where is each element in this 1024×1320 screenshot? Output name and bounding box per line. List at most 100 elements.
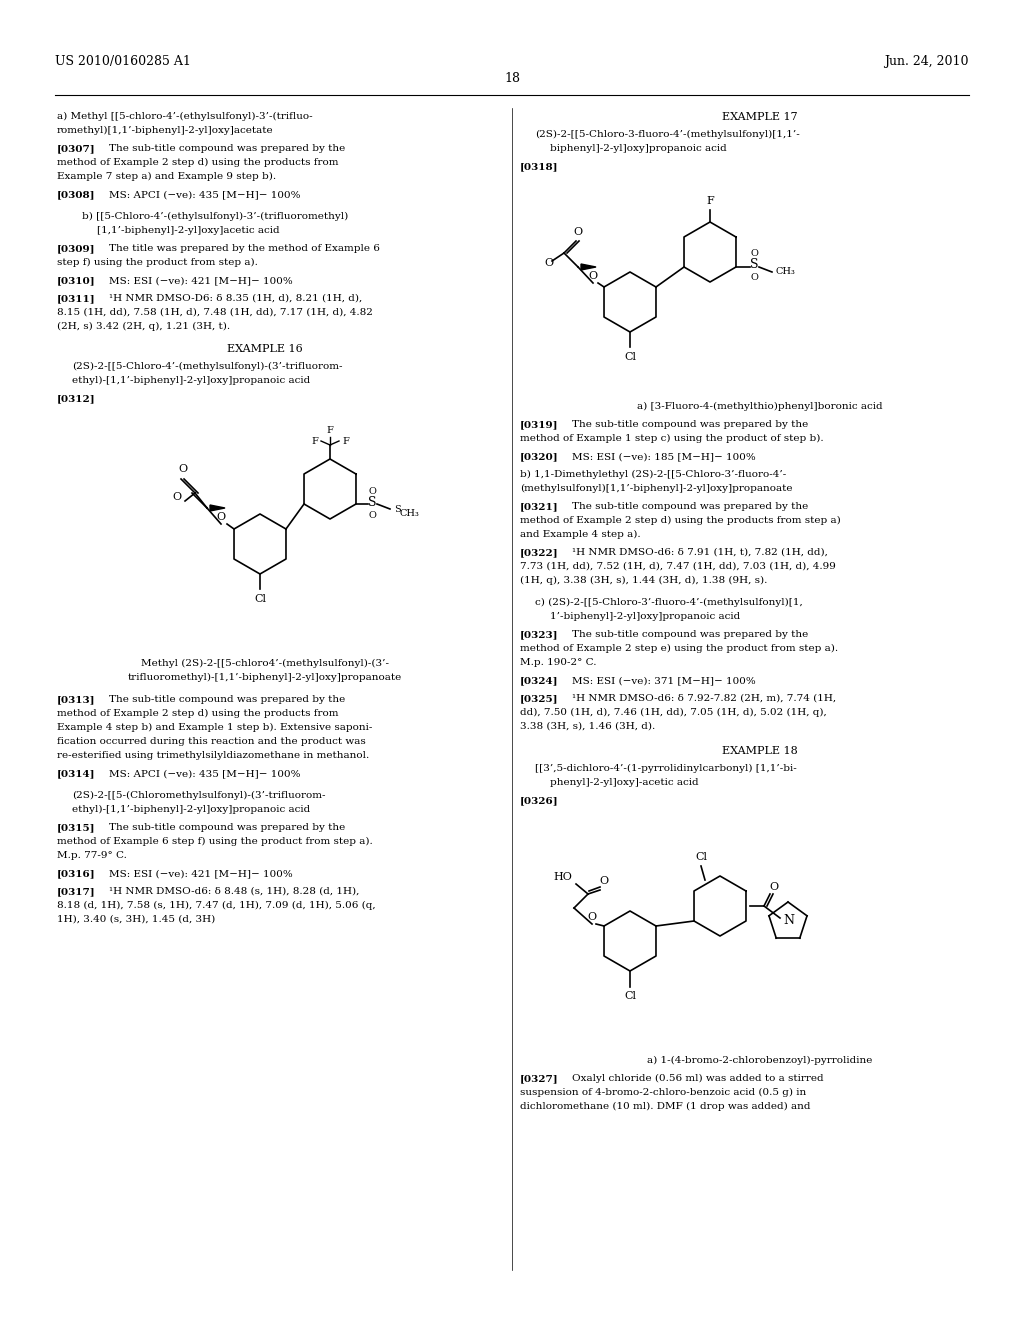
Text: The sub-title compound was prepared by the: The sub-title compound was prepared by t… (109, 696, 345, 704)
Text: ¹H NMR DMSO-d6: δ 7.91 (1H, t), 7.82 (1H, dd),: ¹H NMR DMSO-d6: δ 7.91 (1H, t), 7.82 (1H… (572, 548, 827, 557)
Text: EXAMPLE 16: EXAMPLE 16 (227, 345, 303, 354)
Text: method of Example 2 step d) using the products from: method of Example 2 step d) using the pr… (57, 158, 339, 168)
Text: [0318]: [0318] (520, 162, 558, 172)
Text: O: O (588, 912, 597, 921)
Text: O: O (172, 492, 181, 502)
Text: MS: ESI (−ve): 421 [M−H]− 100%: MS: ESI (−ve): 421 [M−H]− 100% (109, 276, 293, 285)
Text: and Example 4 step a).: and Example 4 step a). (520, 531, 641, 539)
Text: (methylsulfonyl)[1,1’-biphenyl]-2-yl]oxy]propanoate: (methylsulfonyl)[1,1’-biphenyl]-2-yl]oxy… (520, 484, 793, 494)
Text: F: F (327, 426, 334, 436)
Text: O: O (589, 271, 598, 281)
Text: [0309]: [0309] (57, 244, 95, 253)
Text: Cl: Cl (254, 594, 266, 605)
Text: O: O (750, 273, 758, 282)
Text: O: O (750, 249, 758, 259)
Text: [1,1’-biphenyl]-2-yl]oxy]acetic acid: [1,1’-biphenyl]-2-yl]oxy]acetic acid (97, 226, 280, 235)
Text: 18: 18 (504, 73, 520, 84)
Text: 1H), 3.40 (s, 3H), 1.45 (d, 3H): 1H), 3.40 (s, 3H), 1.45 (d, 3H) (57, 915, 215, 924)
Text: Cl: Cl (695, 851, 707, 862)
Text: MS: ESI (−ve): 371 [M−H]− 100%: MS: ESI (−ve): 371 [M−H]− 100% (572, 676, 756, 685)
Text: romethyl)[1,1’-biphenyl]-2-yl]oxy]acetate: romethyl)[1,1’-biphenyl]-2-yl]oxy]acetat… (57, 125, 273, 135)
Text: The title was prepared by the method of Example 6: The title was prepared by the method of … (109, 244, 380, 253)
Text: N: N (783, 913, 794, 927)
Text: method of Example 6 step f) using the product from step a).: method of Example 6 step f) using the pr… (57, 837, 373, 846)
Text: The sub-title compound was prepared by the: The sub-title compound was prepared by t… (572, 420, 808, 429)
Text: [0319]: [0319] (520, 420, 558, 429)
Text: [0322]: [0322] (520, 548, 559, 557)
Text: US 2010/0160285 A1: US 2010/0160285 A1 (55, 55, 190, 69)
Text: method of Example 2 step d) using the products from step a): method of Example 2 step d) using the pr… (520, 516, 841, 525)
Text: F: F (311, 437, 318, 446)
Text: [0312]: [0312] (57, 393, 95, 403)
Text: phenyl]-2-yl]oxy]-acetic acid: phenyl]-2-yl]oxy]-acetic acid (550, 777, 698, 787)
Text: M.p. 190-2° C.: M.p. 190-2° C. (520, 657, 597, 667)
Text: The sub-title compound was prepared by the: The sub-title compound was prepared by t… (572, 502, 808, 511)
Text: [0316]: [0316] (57, 869, 95, 878)
Text: suspension of 4-bromo-2-chloro-benzoic acid (0.5 g) in: suspension of 4-bromo-2-chloro-benzoic a… (520, 1088, 806, 1097)
Text: step f) using the product from step a).: step f) using the product from step a). (57, 257, 258, 267)
Text: [0311]: [0311] (57, 294, 95, 304)
Text: Example 7 step a) and Example 9 step b).: Example 7 step a) and Example 9 step b). (57, 172, 276, 181)
Text: The sub-title compound was prepared by the: The sub-title compound was prepared by t… (572, 630, 808, 639)
Text: Oxalyl chloride (0.56 ml) was added to a stirred: Oxalyl chloride (0.56 ml) was added to a… (572, 1074, 823, 1084)
Text: O: O (573, 227, 583, 238)
Text: [0314]: [0314] (57, 770, 95, 777)
Text: re-esterified using trimethylsilyldiazomethane in methanol.: re-esterified using trimethylsilyldiazom… (57, 751, 370, 760)
Text: [0307]: [0307] (57, 144, 95, 153)
Text: F: F (342, 437, 349, 446)
Text: [0310]: [0310] (57, 276, 95, 285)
Text: O: O (216, 512, 225, 521)
Text: EXAMPLE 18: EXAMPLE 18 (722, 746, 798, 756)
Text: Cl: Cl (624, 352, 636, 362)
Text: MS: ESI (−ve): 421 [M−H]− 100%: MS: ESI (−ve): 421 [M−H]− 100% (109, 869, 293, 878)
Text: Example 4 step b) and Example 1 step b). Extensive saponi-: Example 4 step b) and Example 1 step b).… (57, 723, 373, 733)
Text: b) 1,1-Dimethylethyl (2S)-2-[[5-Chloro-3’-fluoro-4’-: b) 1,1-Dimethylethyl (2S)-2-[[5-Chloro-3… (520, 470, 786, 479)
Text: 8.15 (1H, dd), 7.58 (1H, d), 7.48 (1H, dd), 7.17 (1H, d), 4.82: 8.15 (1H, dd), 7.58 (1H, d), 7.48 (1H, d… (57, 308, 373, 317)
Text: MS: ESI (−ve): 185 [M−H]− 100%: MS: ESI (−ve): 185 [M−H]− 100% (572, 451, 756, 461)
Text: 3.38 (3H, s), 1.46 (3H, d).: 3.38 (3H, s), 1.46 (3H, d). (520, 722, 655, 731)
Text: a) 1-(4-bromo-2-chlorobenzoyl)-pyrrolidine: a) 1-(4-bromo-2-chlorobenzoyl)-pyrrolidi… (647, 1056, 872, 1065)
Text: 8.18 (d, 1H), 7.58 (s, 1H), 7.47 (d, 1H), 7.09 (d, 1H), 5.06 (q,: 8.18 (d, 1H), 7.58 (s, 1H), 7.47 (d, 1H)… (57, 902, 376, 909)
Text: biphenyl]-2-yl]oxy]propanoic acid: biphenyl]-2-yl]oxy]propanoic acid (550, 144, 727, 153)
Text: 1’-biphenyl]-2-yl]oxy]propanoic acid: 1’-biphenyl]-2-yl]oxy]propanoic acid (550, 612, 740, 620)
Text: [0315]: [0315] (57, 822, 95, 832)
Text: Methyl (2S)-2-[[5-chloro4’-(methylsulfonyl)-(3’-: Methyl (2S)-2-[[5-chloro4’-(methylsulfon… (141, 659, 389, 668)
Text: The sub-title compound was prepared by the: The sub-title compound was prepared by t… (109, 822, 345, 832)
Text: (1H, q), 3.38 (3H, s), 1.44 (3H, d), 1.38 (9H, s).: (1H, q), 3.38 (3H, s), 1.44 (3H, d), 1.3… (520, 576, 767, 585)
Text: [0324]: [0324] (520, 676, 558, 685)
Text: method of Example 1 step c) using the product of step b).: method of Example 1 step c) using the pr… (520, 434, 823, 444)
Text: MS: APCI (−ve): 435 [M−H]− 100%: MS: APCI (−ve): 435 [M−H]− 100% (109, 190, 300, 199)
Text: O: O (178, 465, 187, 474)
Text: (2S)-2-[[5-(Chloromethylsulfonyl)-(3’-trifluorom-: (2S)-2-[[5-(Chloromethylsulfonyl)-(3’-tr… (72, 791, 326, 800)
Text: M.p. 77-9° C.: M.p. 77-9° C. (57, 851, 127, 861)
Text: ¹H NMR DMSO-d6: δ 7.92-7.82 (2H, m), 7.74 (1H,: ¹H NMR DMSO-d6: δ 7.92-7.82 (2H, m), 7.7… (572, 694, 837, 704)
Text: O: O (599, 876, 608, 886)
Text: [0317]: [0317] (57, 887, 95, 896)
Text: 7.73 (1H, dd), 7.52 (1H, d), 7.47 (1H, dd), 7.03 (1H, d), 4.99: 7.73 (1H, dd), 7.52 (1H, d), 7.47 (1H, d… (520, 562, 836, 572)
Text: F: F (707, 195, 714, 206)
Text: The sub-title compound was prepared by the: The sub-title compound was prepared by t… (109, 144, 345, 153)
Text: O: O (368, 487, 376, 495)
Text: [[3’,5-dichloro-4’-(1-pyrrolidinylcarbonyl) [1,1’-bi-: [[3’,5-dichloro-4’-(1-pyrrolidinylcarbon… (535, 764, 797, 774)
Text: ethyl)-[1,1’-biphenyl]-2-yl]oxy]propanoic acid: ethyl)-[1,1’-biphenyl]-2-yl]oxy]propanoi… (72, 376, 310, 385)
Text: method of Example 2 step d) using the products from: method of Example 2 step d) using the pr… (57, 709, 339, 718)
Text: MS: APCI (−ve): 435 [M−H]− 100%: MS: APCI (−ve): 435 [M−H]− 100% (109, 770, 300, 777)
Text: dd), 7.50 (1H, d), 7.46 (1H, dd), 7.05 (1H, d), 5.02 (1H, q),: dd), 7.50 (1H, d), 7.46 (1H, dd), 7.05 (… (520, 708, 826, 717)
Polygon shape (210, 506, 225, 511)
Text: CH₃: CH₃ (776, 268, 796, 276)
Text: a) [3-Fluoro-4-(methylthio)phenyl]boronic acid: a) [3-Fluoro-4-(methylthio)phenyl]boroni… (637, 403, 883, 411)
Text: S: S (394, 506, 400, 515)
Text: trifluoromethyl)-[1,1’-biphenyl]-2-yl]oxy]propanoate: trifluoromethyl)-[1,1’-biphenyl]-2-yl]ox… (128, 673, 402, 682)
Text: a) Methyl [[5-chloro-4’-(ethylsulfonyl)-3’-(trifluo-: a) Methyl [[5-chloro-4’-(ethylsulfonyl)-… (57, 112, 312, 121)
Text: fication occurred during this reaction and the product was: fication occurred during this reaction a… (57, 737, 366, 746)
Text: [0313]: [0313] (57, 696, 95, 704)
Text: [0326]: [0326] (520, 796, 559, 805)
Text: Cl: Cl (624, 991, 636, 1001)
Text: [0323]: [0323] (520, 630, 558, 639)
Text: [0320]: [0320] (520, 451, 559, 461)
Text: (2S)-2-[[5-Chloro-4’-(methylsulfonyl)-(3’-trifluorom-: (2S)-2-[[5-Chloro-4’-(methylsulfonyl)-(3… (72, 362, 342, 371)
Text: ¹H NMR DMSO-D6: δ 8.35 (1H, d), 8.21 (1H, d),: ¹H NMR DMSO-D6: δ 8.35 (1H, d), 8.21 (1H… (109, 294, 362, 304)
Text: method of Example 2 step e) using the product from step a).: method of Example 2 step e) using the pr… (520, 644, 838, 653)
Text: [0321]: [0321] (520, 502, 559, 511)
Text: (2S)-2-[[5-Chloro-3-fluoro-4’-(methylsulfonyl)[1,1’-: (2S)-2-[[5-Chloro-3-fluoro-4’-(methylsul… (535, 129, 800, 139)
